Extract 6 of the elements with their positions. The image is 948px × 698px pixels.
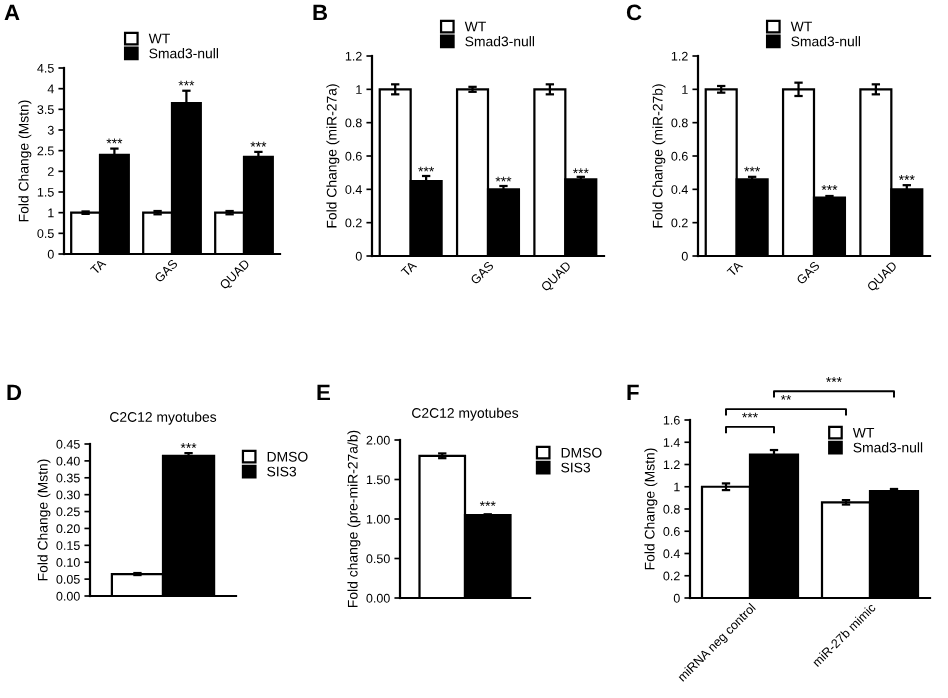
text: D bbox=[7, 384, 22, 401]
text: C bbox=[626, 4, 642, 21]
text: B bbox=[313, 4, 328, 21]
text: A bbox=[4, 4, 20, 21]
text: F bbox=[627, 384, 639, 401]
text: E bbox=[317, 384, 330, 401]
